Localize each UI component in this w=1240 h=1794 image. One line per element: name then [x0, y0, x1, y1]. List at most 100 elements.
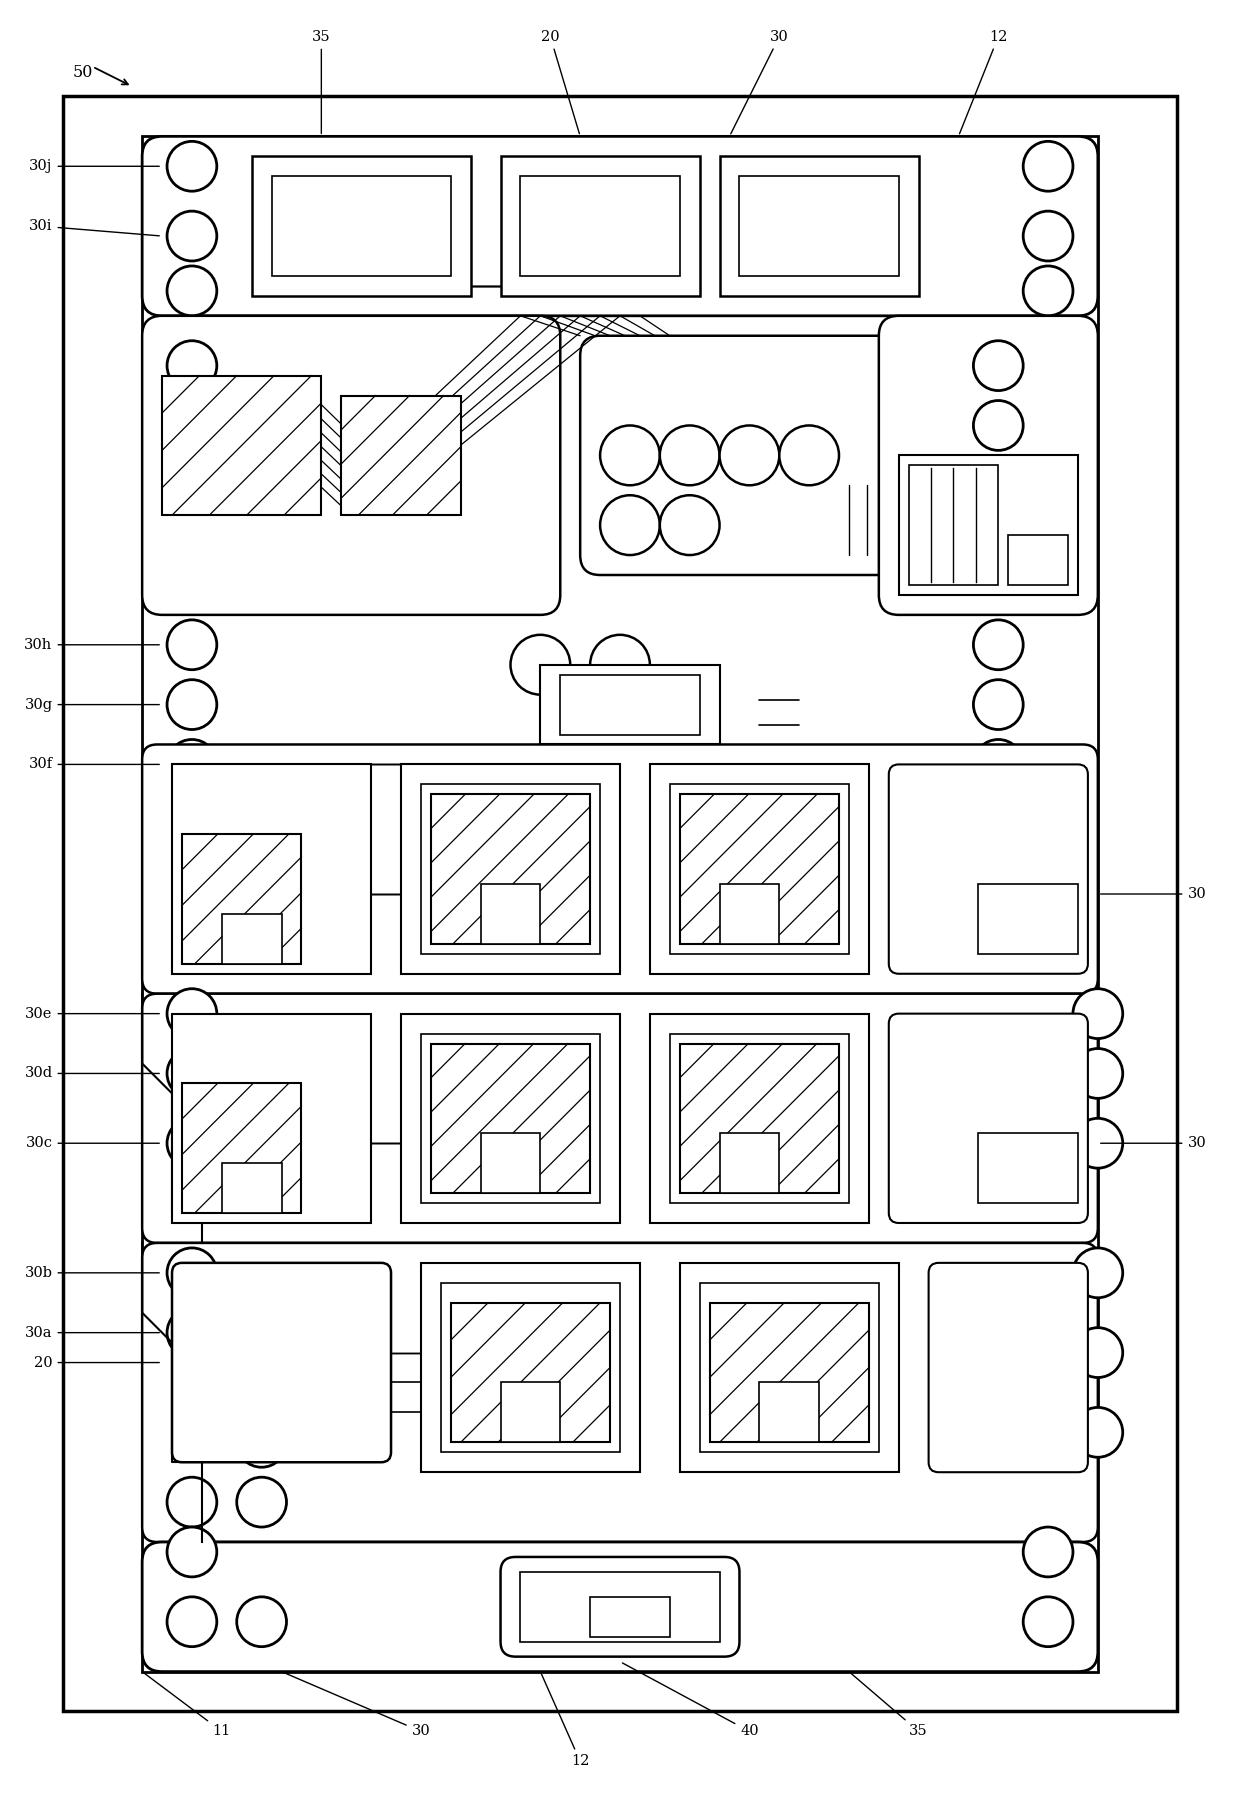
Circle shape — [167, 1597, 217, 1647]
Bar — [143, 136, 1097, 1672]
Bar — [650, 764, 869, 974]
Text: 30d: 30d — [25, 1066, 159, 1080]
Bar — [541, 666, 719, 745]
Bar — [420, 784, 600, 954]
Circle shape — [1023, 142, 1073, 192]
Circle shape — [1023, 212, 1073, 260]
Bar — [420, 1263, 640, 1473]
Circle shape — [779, 425, 839, 486]
Text: 30b: 30b — [25, 1267, 159, 1279]
Circle shape — [167, 1527, 217, 1577]
Bar — [759, 1383, 820, 1442]
Bar — [420, 1033, 600, 1204]
Circle shape — [1073, 1048, 1122, 1098]
Bar — [560, 675, 699, 734]
Bar — [430, 1044, 590, 1193]
Circle shape — [237, 1476, 286, 1527]
Circle shape — [1023, 266, 1073, 316]
Circle shape — [719, 425, 779, 486]
Bar — [670, 784, 849, 954]
FancyBboxPatch shape — [929, 1263, 1087, 1473]
FancyBboxPatch shape — [889, 764, 1087, 974]
Bar — [222, 913, 281, 963]
Text: 12: 12 — [542, 1674, 589, 1769]
Circle shape — [973, 400, 1023, 450]
Bar — [719, 156, 919, 296]
Bar — [440, 1283, 620, 1453]
Bar — [162, 375, 321, 515]
Bar — [978, 1134, 1078, 1204]
Circle shape — [167, 1249, 217, 1297]
FancyBboxPatch shape — [172, 1263, 391, 1462]
Circle shape — [167, 341, 217, 391]
Circle shape — [167, 1476, 217, 1527]
Circle shape — [973, 739, 1023, 789]
Circle shape — [658, 1584, 702, 1629]
Bar — [172, 764, 371, 974]
Bar — [1008, 535, 1068, 585]
Text: 35: 35 — [312, 30, 331, 133]
Bar — [430, 795, 590, 944]
Circle shape — [1073, 1249, 1122, 1297]
Circle shape — [167, 739, 217, 789]
Bar — [401, 1014, 620, 1224]
Circle shape — [973, 680, 1023, 730]
Circle shape — [167, 1048, 217, 1098]
Circle shape — [660, 495, 719, 554]
Circle shape — [237, 1597, 286, 1647]
Bar — [590, 1597, 670, 1636]
Text: 20: 20 — [33, 1356, 159, 1369]
Circle shape — [660, 425, 719, 486]
Bar — [501, 156, 699, 296]
Circle shape — [600, 425, 660, 486]
Text: 30f: 30f — [29, 757, 159, 771]
Circle shape — [600, 495, 660, 554]
Circle shape — [237, 1417, 286, 1467]
FancyBboxPatch shape — [580, 335, 959, 576]
Circle shape — [167, 212, 217, 260]
Circle shape — [973, 341, 1023, 391]
FancyBboxPatch shape — [143, 1243, 1097, 1543]
Text: 30a: 30a — [25, 1326, 159, 1340]
Text: 30g: 30g — [25, 698, 159, 712]
Circle shape — [167, 266, 217, 316]
Circle shape — [1073, 988, 1122, 1039]
Circle shape — [1073, 1118, 1122, 1168]
Circle shape — [167, 988, 217, 1039]
FancyBboxPatch shape — [143, 136, 1097, 316]
Bar — [709, 1302, 869, 1442]
Text: 11: 11 — [144, 1674, 231, 1738]
Bar — [719, 884, 779, 944]
Text: 35: 35 — [851, 1674, 928, 1738]
Circle shape — [1023, 1597, 1073, 1647]
Bar — [481, 884, 541, 944]
Text: 30: 30 — [1101, 886, 1207, 901]
Circle shape — [1073, 1408, 1122, 1457]
Circle shape — [167, 621, 217, 669]
Bar — [501, 1383, 560, 1442]
Text: 30: 30 — [284, 1672, 430, 1738]
Text: 30j: 30j — [30, 160, 159, 174]
FancyBboxPatch shape — [143, 994, 1097, 1243]
FancyBboxPatch shape — [889, 1014, 1087, 1224]
Bar — [521, 176, 680, 276]
FancyBboxPatch shape — [879, 316, 1097, 615]
Bar — [699, 1283, 879, 1453]
Bar — [899, 456, 1078, 596]
Text: 30c: 30c — [26, 1136, 159, 1150]
Bar — [182, 1084, 301, 1213]
Bar — [680, 1263, 899, 1473]
Circle shape — [167, 142, 217, 192]
Circle shape — [973, 621, 1023, 669]
Bar — [481, 1134, 541, 1193]
Text: 20: 20 — [541, 30, 579, 135]
Circle shape — [511, 635, 570, 694]
Bar — [182, 834, 301, 963]
Bar — [909, 465, 998, 585]
Circle shape — [598, 1584, 642, 1629]
Bar — [252, 156, 471, 296]
Circle shape — [1023, 1527, 1073, 1577]
Bar — [401, 764, 620, 974]
Bar — [451, 1302, 610, 1442]
Bar — [680, 1044, 839, 1193]
